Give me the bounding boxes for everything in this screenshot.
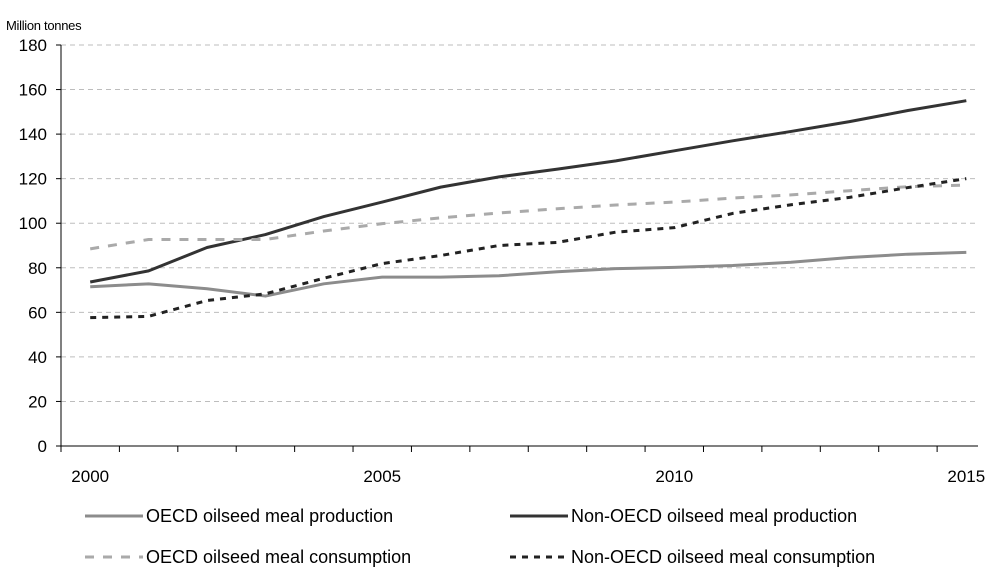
y-tick-label-180: 180 [19,36,47,55]
series-line-3 [89,183,967,251]
y-tick-label-20: 20 [28,392,47,411]
series-line-2 [89,99,967,284]
y-tick-label-60: 60 [28,303,47,322]
x-tick-label-2010: 2010 [655,467,693,486]
legend-label: Non-OECD oilseed meal consumption [571,547,875,567]
legend-item-3: OECD oilseed meal consumption [85,547,411,567]
legend-item-2: Non-OECD oilseed meal production [510,506,857,526]
axes [56,44,978,452]
series-line-1 [90,250,967,298]
x-tick-label-2005: 2005 [363,467,401,486]
legend-item-4: Non-OECD oilseed meal consumption [510,547,875,567]
y-tick-label-120: 120 [19,170,47,189]
gridlines [61,44,978,402]
y-tick-label-140: 140 [19,125,47,144]
y-tick-label-100: 100 [19,214,47,233]
series-line-4 [90,177,967,320]
y-tick-label-80: 80 [28,259,47,278]
legend-label: OECD oilseed meal consumption [146,547,411,567]
legend: OECD oilseed meal production Non-OECD oil… [85,506,875,567]
x-tick-label-2000: 2000 [71,467,109,486]
x-tick-label-2015: 2015 [947,467,985,486]
y-tick-label-160: 160 [19,81,47,100]
legend-label: OECD oilseed meal production [146,506,393,526]
y-tick-label-0: 0 [38,437,47,456]
y-tick-label-40: 40 [28,348,47,367]
y-axis-tick-labels: 0 20 40 60 80 100 120 140 160 180 [19,36,47,456]
unit-label: Million tonnes [6,18,82,33]
x-axis-tick-labels: 2000 2005 2010 2015 [71,467,985,486]
legend-item-1: OECD oilseed meal production [85,506,393,526]
series-lines [89,99,967,320]
legend-label: Non-OECD oilseed meal production [571,506,857,526]
